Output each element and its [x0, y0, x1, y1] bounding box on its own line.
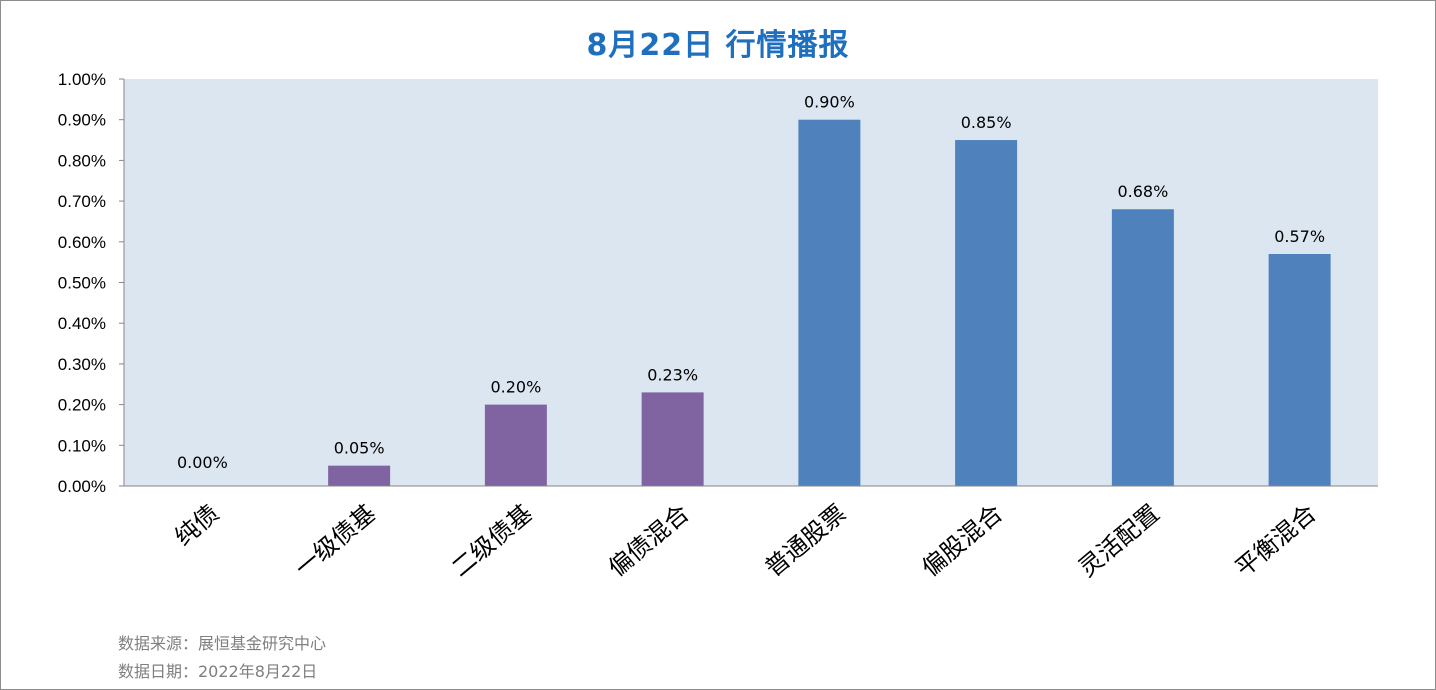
y-tick-label: 0.80%	[58, 151, 106, 170]
category-label: 纯债	[169, 499, 224, 551]
data-label: 0.57%	[1274, 227, 1325, 246]
bar	[641, 392, 704, 486]
category-label: 平衡混合	[1230, 499, 1322, 582]
category-label: 二级债基	[446, 499, 538, 582]
y-tick-label: 0.00%	[58, 477, 106, 496]
y-tick-label: 0.50%	[58, 274, 106, 293]
chart-title: 8月22日 行情播报	[586, 28, 850, 63]
x-axis: 纯债 一级债基 二级债基 偏债混合 普通股票 偏股混合 灵活配置 平衡混合	[169, 499, 1321, 582]
data-label: 0.20%	[490, 378, 541, 397]
plot-area	[124, 79, 1378, 486]
category-label: 偏债混合	[603, 499, 695, 582]
y-tick-label: 0.10%	[58, 436, 106, 455]
y-tick-label: 0.60%	[58, 233, 106, 252]
bar	[955, 140, 1018, 487]
y-tick-label: 0.20%	[58, 396, 106, 415]
data-label: 0.00%	[177, 453, 228, 472]
data-label: 0.85%	[961, 113, 1012, 132]
y-tick-label: 0.70%	[58, 192, 106, 211]
data-label: 0.68%	[1117, 182, 1168, 201]
y-tick-label: 0.30%	[58, 355, 106, 374]
bars	[328, 119, 1331, 487]
bar	[1268, 254, 1331, 486]
data-label: 0.90%	[804, 93, 855, 112]
data-label: 0.05%	[334, 439, 385, 458]
data-labels: 0.00% 0.05% 0.20% 0.23% 0.90% 0.85% 0.68% 0.57%	[177, 93, 1325, 472]
y-axis: 0.00% 0.10% 0.20% 0.30% 0.40% 0.50% 0.60% 0.70%…	[58, 70, 124, 496]
bar	[484, 404, 547, 486]
footer-source: 数据来源：展恒基金研究中心	[118, 634, 327, 653]
y-tick-label: 0.40%	[58, 314, 106, 333]
bar	[328, 465, 391, 486]
data-label: 0.23%	[647, 365, 698, 384]
category-label: 一级债基	[289, 499, 381, 582]
bar	[798, 119, 861, 486]
category-label: 灵活配置	[1073, 499, 1165, 582]
footer-date: 数据日期：2022年8月22日	[118, 662, 318, 681]
y-tick-label: 0.90%	[58, 111, 106, 130]
bar	[1111, 209, 1174, 487]
y-tick-label: 1.00%	[58, 70, 106, 89]
category-label: 偏股混合	[916, 499, 1008, 582]
category-label: 普通股票	[760, 499, 852, 582]
